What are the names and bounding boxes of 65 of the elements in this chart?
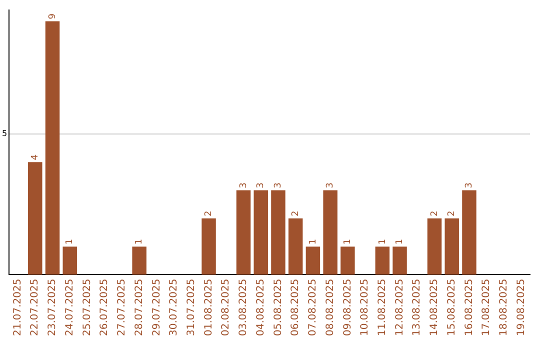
- x-tick-label: 24.07.2025: [64, 278, 76, 336]
- data-label: 4: [30, 154, 40, 160]
- data-label: 3: [238, 182, 249, 188]
- x-tick-label: 29.07.2025: [151, 278, 162, 336]
- data-label: 2: [204, 210, 214, 216]
- data-label: 9: [48, 13, 58, 20]
- bar: [462, 190, 476, 275]
- x-tick-label: 04.08.2025: [255, 278, 266, 336]
- bar: [28, 162, 42, 275]
- x-tick-label: 30.07.2025: [168, 278, 180, 336]
- bar: [444, 218, 459, 275]
- data-label: 2: [290, 210, 301, 216]
- x-tick-label: 21.07.2025: [12, 278, 24, 336]
- x-tick-label: 25.07.2025: [82, 278, 93, 336]
- bar: [288, 218, 303, 275]
- bar: [427, 218, 442, 275]
- bar: [392, 246, 407, 275]
- bar: [62, 246, 77, 275]
- x-tick-label: 11.08.2025: [377, 278, 388, 336]
- data-label: 1: [343, 238, 354, 245]
- x-tick-label: 31.07.2025: [186, 278, 197, 336]
- y-tick-label: 5: [2, 129, 8, 138]
- data-label: 3: [256, 182, 266, 188]
- x-tick-label: 14.08.2025: [429, 278, 440, 336]
- bar: [45, 21, 60, 275]
- data-label: 2: [430, 210, 440, 216]
- x-tick-label: 15.08.2025: [446, 278, 458, 336]
- data-label: 1: [395, 238, 406, 245]
- data-label: 1: [308, 238, 318, 245]
- data-label: 2: [447, 210, 458, 216]
- bar: [271, 190, 286, 275]
- x-tick-label: 22.07.2025: [30, 278, 41, 336]
- x-tick-label: 13.08.2025: [412, 278, 423, 336]
- bar: [375, 246, 390, 275]
- x-tick-label: 18.08.2025: [498, 278, 510, 336]
- x-tick-label: 27.07.2025: [116, 278, 128, 336]
- data-label: 1: [378, 238, 388, 245]
- bar: [202, 218, 216, 275]
- data-label: 1: [134, 238, 145, 245]
- bar: [340, 246, 355, 275]
- x-tick-label: 06.08.2025: [290, 278, 302, 336]
- x-tick-label: 12.08.2025: [394, 278, 406, 336]
- x-tick-label: 23.07.2025: [47, 278, 58, 336]
- data-label: 3: [464, 182, 475, 188]
- data-label: 3: [326, 182, 336, 188]
- x-tick-label: 02.08.2025: [220, 278, 232, 336]
- x-tick-label: 10.08.2025: [360, 278, 371, 336]
- x-tick-label: 28.07.2025: [134, 278, 145, 336]
- bar: [236, 190, 251, 275]
- x-tick-label: 09.08.2025: [342, 278, 354, 336]
- bar: [306, 246, 320, 275]
- x-tick-label: 26.07.2025: [99, 278, 110, 336]
- data-label: 3: [274, 182, 284, 188]
- x-tick-label: 05.08.2025: [272, 278, 284, 336]
- x-tick-label: 16.08.2025: [464, 278, 475, 336]
- bar: [254, 190, 268, 275]
- data-label: 1: [65, 238, 76, 245]
- x-tick-label: 03.08.2025: [238, 278, 250, 336]
- x-tick-label: 19.08.2025: [516, 278, 527, 336]
- x-tick-label: 01.08.2025: [203, 278, 214, 336]
- bar: [132, 246, 146, 275]
- x-tick-label: 08.08.2025: [324, 278, 336, 336]
- bar: [323, 190, 338, 275]
- x-tick-label: 07.08.2025: [308, 278, 319, 336]
- x-tick-label: 17.08.2025: [481, 278, 492, 336]
